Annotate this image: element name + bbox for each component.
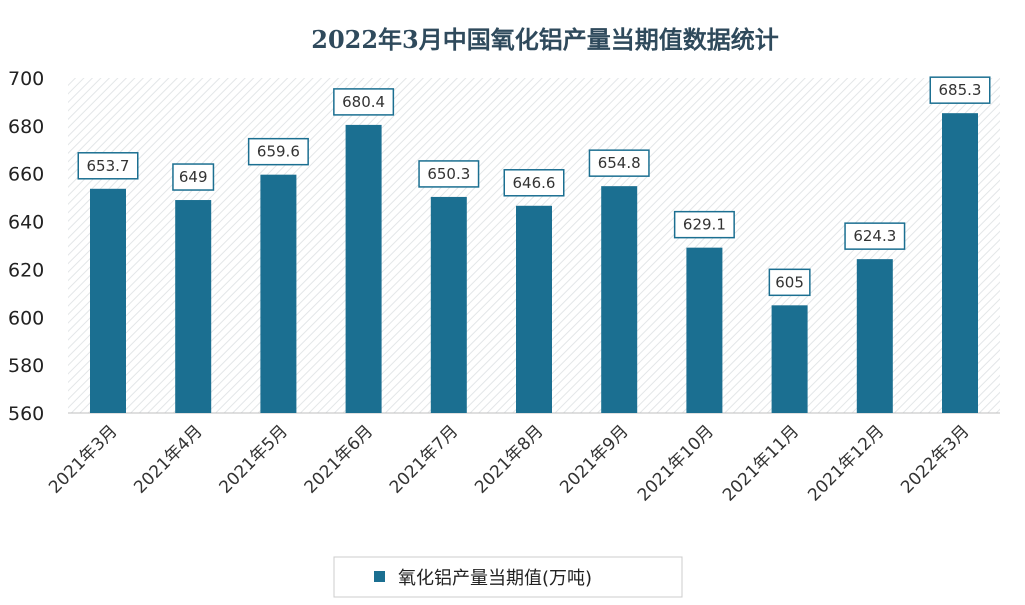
data-label: 646.6	[503, 169, 565, 197]
x-tick-label: 2021年12月	[804, 421, 888, 505]
y-tick-label: 600	[8, 307, 44, 329]
data-label-text: 685.3	[939, 81, 982, 99]
data-label: 659.6	[247, 137, 309, 166]
data-label-box	[844, 222, 906, 250]
data-label-box	[77, 152, 139, 180]
data-label-text: 649	[179, 168, 208, 186]
chart-title: 2022年3月中国氧化铝产量当期值数据统计	[311, 25, 779, 54]
data-label-box	[673, 210, 735, 239]
data-label-box	[768, 268, 811, 297]
x-axis: 2021年3月 2021年4月 2021年5月 2021年6月 2021年7月 2021年…	[45, 421, 973, 505]
data-label-text: 653.7	[87, 157, 130, 175]
data-label-text: 629.1	[683, 216, 726, 234]
legend	[333, 556, 683, 598]
bar	[90, 188, 126, 413]
bar	[260, 174, 297, 413]
x-tick-label: 2021年10月	[634, 421, 718, 505]
bar	[601, 186, 638, 413]
data-label: 654.8	[588, 149, 650, 177]
bar	[942, 113, 978, 414]
data-label: 605	[768, 268, 811, 297]
data-labels: 653.7 649 659.6 680.4 650.3 646.6 654.8 629.1 60…	[77, 76, 991, 297]
x-tick-label: 2021年6月	[301, 421, 377, 497]
y-tick-label: 580	[8, 355, 44, 377]
data-label: 629.1	[673, 210, 735, 239]
x-tick-label: 2021年5月	[216, 421, 292, 497]
x-tick-label: 2021年7月	[386, 421, 462, 497]
data-label-text: 659.6	[257, 143, 300, 161]
legend-swatch	[374, 571, 385, 582]
x-tick-label: 2022年3月	[897, 421, 973, 497]
data-label: 649	[172, 163, 215, 191]
y-tick-label: 660	[8, 164, 44, 186]
data-label: 650.3	[418, 160, 480, 188]
bar	[771, 305, 808, 413]
x-tick-label: 2021年4月	[130, 421, 206, 497]
x-tick-label: 2021年9月	[556, 421, 632, 497]
bar	[430, 196, 467, 413]
data-label-box	[247, 137, 309, 166]
y-axis: 560 580 600 620 640 660 680 700	[8, 68, 44, 425]
data-label: 653.7	[77, 152, 139, 180]
data-label-box	[929, 76, 991, 104]
data-label-box	[172, 163, 215, 191]
bar	[516, 205, 552, 413]
x-tick-label: 2021年11月	[719, 421, 803, 505]
bar-series	[90, 113, 978, 414]
y-tick-label: 700	[8, 68, 44, 90]
data-label-text: 646.6	[513, 174, 556, 192]
legend-label: 氧化铝产量当期值(万吨)	[398, 568, 592, 589]
data-label-text: 605	[775, 273, 804, 291]
bar	[175, 200, 212, 413]
x-tick-label: 2021年3月	[45, 421, 121, 497]
data-label-text: 680.4	[342, 93, 385, 111]
data-label-box	[333, 88, 395, 116]
data-label-text: 650.3	[427, 165, 470, 183]
data-label: 685.3	[929, 76, 991, 104]
data-label-box	[418, 160, 480, 188]
data-label-box	[503, 169, 565, 197]
x-tick-label: 2021年8月	[471, 421, 547, 497]
y-tick-label: 680	[8, 116, 44, 138]
bar	[856, 259, 893, 413]
bar	[686, 247, 723, 413]
data-label-box	[588, 149, 650, 177]
data-label-text: 624.3	[853, 227, 896, 245]
y-tick-label: 620	[8, 259, 44, 281]
bar	[345, 124, 382, 414]
data-label: 624.3	[844, 222, 906, 250]
y-tick-label: 640	[8, 212, 44, 234]
data-label-text: 654.8	[598, 154, 641, 172]
y-tick-label: 560	[8, 403, 44, 425]
data-label: 680.4	[333, 88, 395, 116]
